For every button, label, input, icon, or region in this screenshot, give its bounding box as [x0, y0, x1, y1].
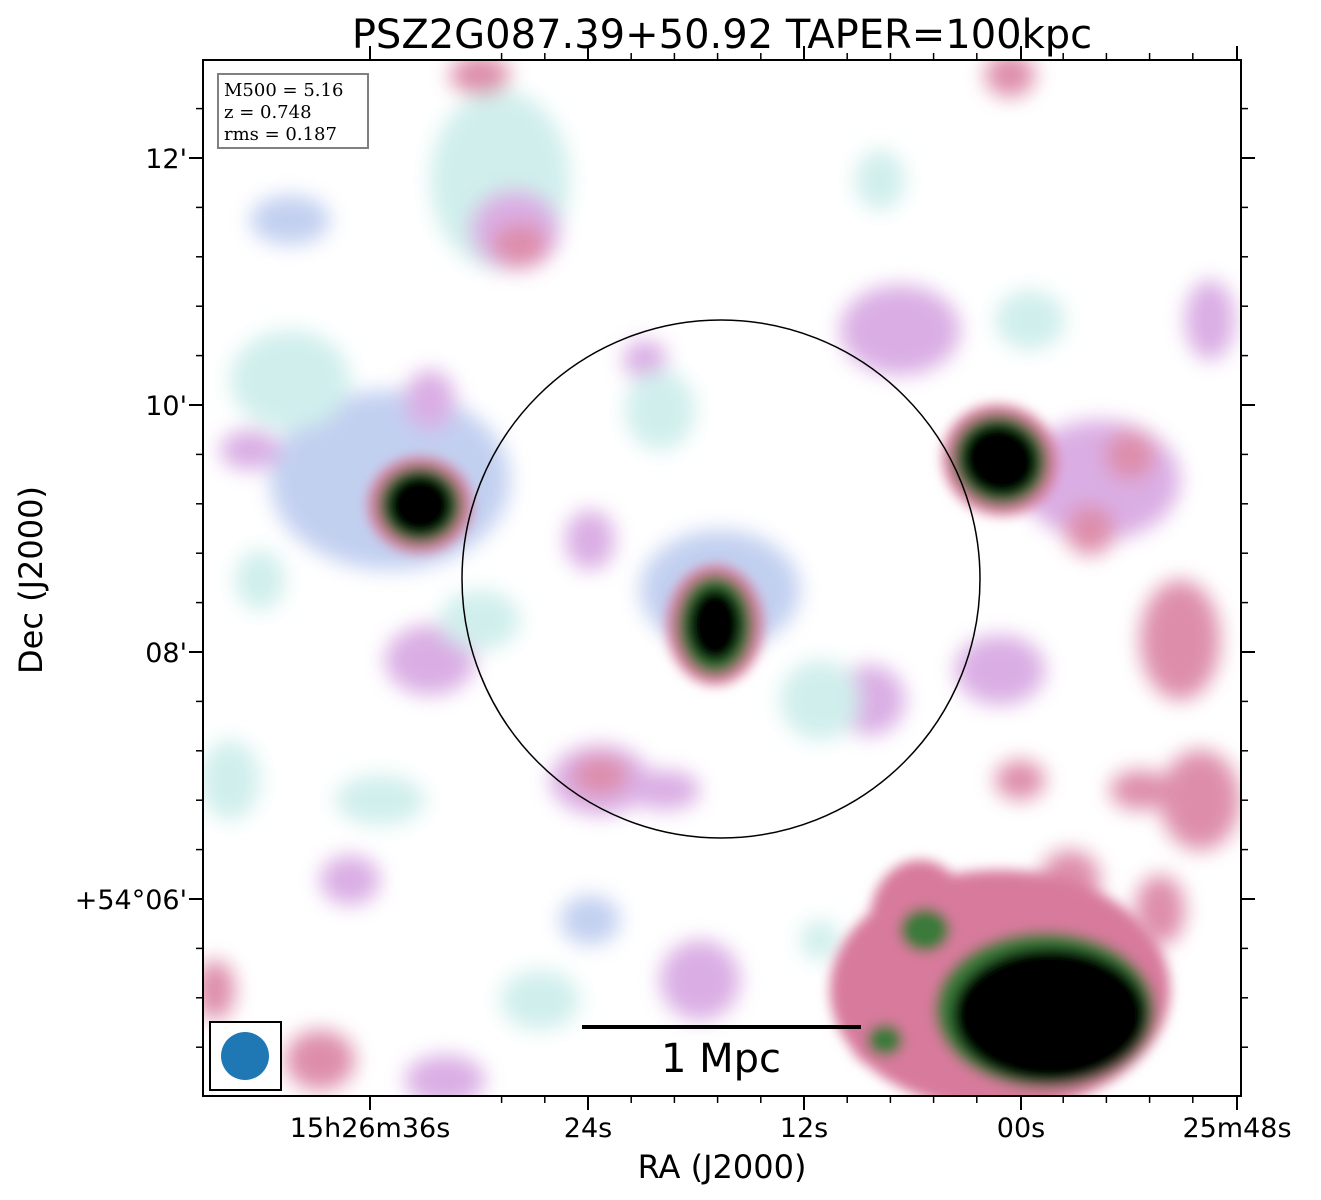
scale-bar: 1 Mpc	[582, 1025, 861, 1082]
bright-source-bottom-right	[830, 860, 1170, 1096]
emission-map	[203, 60, 1240, 1096]
tick-marks	[189, 46, 1255, 1110]
y-axis-label: Dec (J2000)	[12, 486, 50, 674]
y-tick-label: 08'	[145, 638, 187, 669]
plot-frame	[202, 59, 1242, 1097]
info-rms: rms = 0.187	[224, 124, 337, 145]
r500-aperture-circle	[461, 319, 981, 839]
compact-source-center	[667, 565, 763, 685]
beam-ellipse	[221, 1032, 269, 1080]
y-tick-label: 10'	[145, 391, 187, 422]
compact-source-right	[942, 404, 1058, 516]
x-tick-label: 24s	[564, 1113, 612, 1144]
info-redshift: z = 0.748	[224, 102, 312, 123]
compact-source-left	[368, 457, 472, 553]
x-tick-label: 15h26m36s	[290, 1113, 451, 1144]
info-m500: M500 = 5.16	[224, 80, 343, 101]
y-tick-label: 12'	[145, 144, 187, 175]
scale-bar-label: 1 Mpc	[661, 1036, 781, 1082]
x-tick-label: 25m48s	[1182, 1113, 1291, 1144]
y-tick-label: +54°06'	[75, 885, 187, 916]
x-tick-label: 00s	[997, 1113, 1045, 1144]
x-tick-label: 12s	[780, 1113, 828, 1144]
beam-indicator	[209, 1021, 282, 1091]
chart-title: PSZ2G087.39+50.92 TAPER=100kpc	[352, 12, 1092, 58]
y-tick-labels: 12' 10' 08' +54°06'	[75, 144, 187, 916]
info-box: M500 = 5.16 z = 0.748 rms = 0.187	[217, 73, 369, 149]
x-tick-labels: 15h26m36s 24s 12s 00s 25m48s	[290, 1113, 1292, 1144]
x-axis-label: RA (J2000)	[638, 1148, 807, 1186]
plot-area: M500 = 5.16 z = 0.748 rms = 0.187 1 Mpc	[189, 46, 1255, 1110]
info-box-frame	[217, 73, 369, 149]
